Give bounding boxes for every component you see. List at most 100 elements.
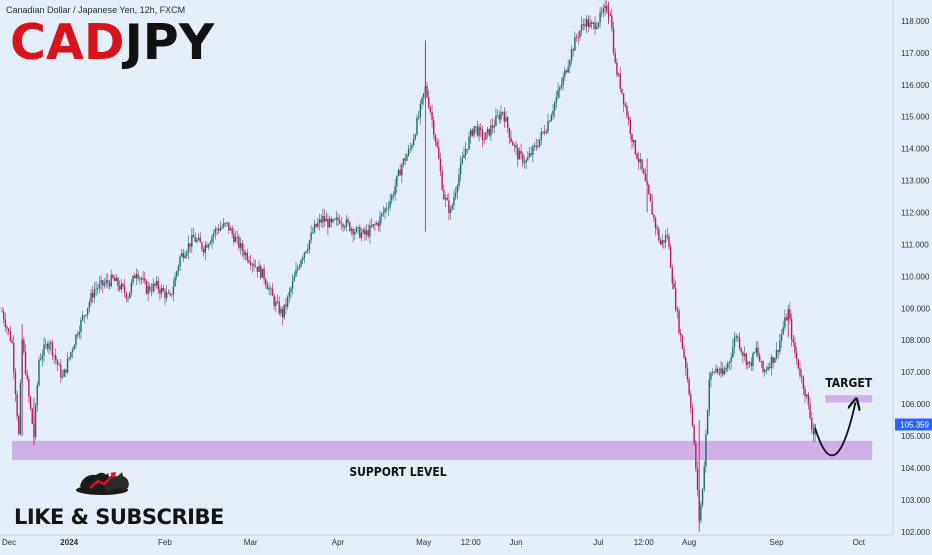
candle bbox=[214, 226, 217, 240]
candle bbox=[735, 333, 737, 343]
price-axis[interactable]: 102.000 103.000 104.000 105.000 106.000 107.0… bbox=[895, 17, 932, 537]
candle bbox=[653, 213, 655, 222]
candle bbox=[296, 264, 299, 273]
candle bbox=[134, 272, 136, 279]
pair-base: CAD bbox=[10, 14, 125, 71]
candle bbox=[414, 133, 416, 141]
candle bbox=[397, 168, 400, 177]
candle bbox=[758, 352, 761, 362]
candle bbox=[542, 131, 544, 135]
candle bbox=[564, 66, 566, 81]
candle bbox=[416, 114, 418, 137]
candle bbox=[399, 163, 401, 176]
candle bbox=[88, 299, 91, 313]
candle bbox=[643, 167, 645, 175]
candle bbox=[26, 369, 28, 381]
candle bbox=[747, 361, 749, 369]
candle bbox=[149, 283, 151, 294]
candle bbox=[169, 290, 171, 297]
candle bbox=[755, 340, 758, 357]
pair-quote: JPY bbox=[124, 14, 215, 71]
candle bbox=[547, 113, 549, 134]
candle bbox=[621, 88, 623, 95]
candle bbox=[671, 264, 674, 290]
price-tick-label: 106.000 bbox=[901, 400, 930, 409]
candle bbox=[113, 275, 116, 282]
candle bbox=[367, 224, 369, 239]
candle bbox=[681, 334, 684, 350]
candle bbox=[315, 223, 317, 228]
price-tick-label: 105.000 bbox=[901, 432, 930, 441]
candle bbox=[404, 153, 406, 165]
candle bbox=[622, 92, 625, 113]
candle bbox=[150, 283, 153, 297]
candle bbox=[226, 221, 228, 227]
candle bbox=[332, 218, 334, 224]
candle bbox=[570, 45, 573, 65]
candle bbox=[629, 117, 632, 140]
candle bbox=[360, 227, 363, 242]
candle bbox=[322, 208, 324, 229]
candle bbox=[354, 228, 356, 240]
candle bbox=[498, 110, 500, 124]
candle bbox=[540, 127, 542, 145]
candle bbox=[690, 390, 692, 414]
candle bbox=[265, 277, 267, 289]
candle bbox=[559, 85, 561, 98]
candle bbox=[711, 368, 714, 376]
candle bbox=[688, 376, 690, 396]
candle bbox=[510, 130, 512, 144]
candle bbox=[762, 359, 764, 374]
candle bbox=[738, 332, 741, 351]
candle bbox=[752, 351, 754, 371]
candle bbox=[340, 216, 343, 230]
candle bbox=[654, 216, 657, 236]
candle bbox=[370, 217, 373, 228]
candle bbox=[409, 142, 411, 154]
candle bbox=[14, 368, 17, 402]
candle bbox=[530, 146, 532, 157]
candle bbox=[154, 282, 156, 292]
candle bbox=[557, 82, 559, 100]
candle bbox=[333, 218, 336, 221]
candle bbox=[723, 366, 726, 376]
candle bbox=[443, 184, 445, 201]
last-price-label: 105.359 bbox=[900, 421, 929, 430]
candle bbox=[720, 360, 722, 378]
candle bbox=[303, 251, 306, 264]
candle bbox=[448, 192, 450, 220]
candle bbox=[92, 285, 94, 303]
candle bbox=[6, 324, 8, 335]
symbol-header: Canadian Dollar / Japanese Yen, 12h, FXC… bbox=[6, 5, 186, 15]
candle bbox=[505, 110, 507, 123]
candle bbox=[431, 104, 433, 128]
candle bbox=[579, 29, 581, 41]
candle bbox=[189, 243, 191, 254]
candle bbox=[545, 128, 548, 135]
candle bbox=[127, 295, 129, 303]
candle bbox=[476, 120, 479, 138]
candle bbox=[251, 262, 254, 273]
candle bbox=[634, 139, 637, 156]
candle bbox=[528, 146, 531, 159]
candle bbox=[19, 379, 22, 436]
candle bbox=[305, 250, 307, 254]
candle bbox=[85, 314, 87, 318]
candle bbox=[199, 232, 201, 243]
candle bbox=[562, 72, 564, 91]
candle bbox=[554, 100, 556, 119]
candle bbox=[512, 140, 514, 146]
time-axis[interactable]: Dec 2024 Feb Mar Apr May 12:00 Jun Jul 12:00 Aug Se… bbox=[2, 538, 866, 547]
candle bbox=[103, 278, 106, 289]
candle bbox=[713, 371, 716, 375]
candle bbox=[411, 143, 413, 152]
candle bbox=[475, 126, 477, 134]
candle bbox=[537, 139, 539, 149]
candle bbox=[317, 217, 319, 229]
candle bbox=[508, 127, 511, 145]
candle bbox=[428, 90, 430, 110]
candle bbox=[612, 21, 615, 56]
candle bbox=[130, 278, 133, 297]
candle bbox=[503, 107, 506, 129]
target-label: TARGET bbox=[825, 376, 872, 390]
